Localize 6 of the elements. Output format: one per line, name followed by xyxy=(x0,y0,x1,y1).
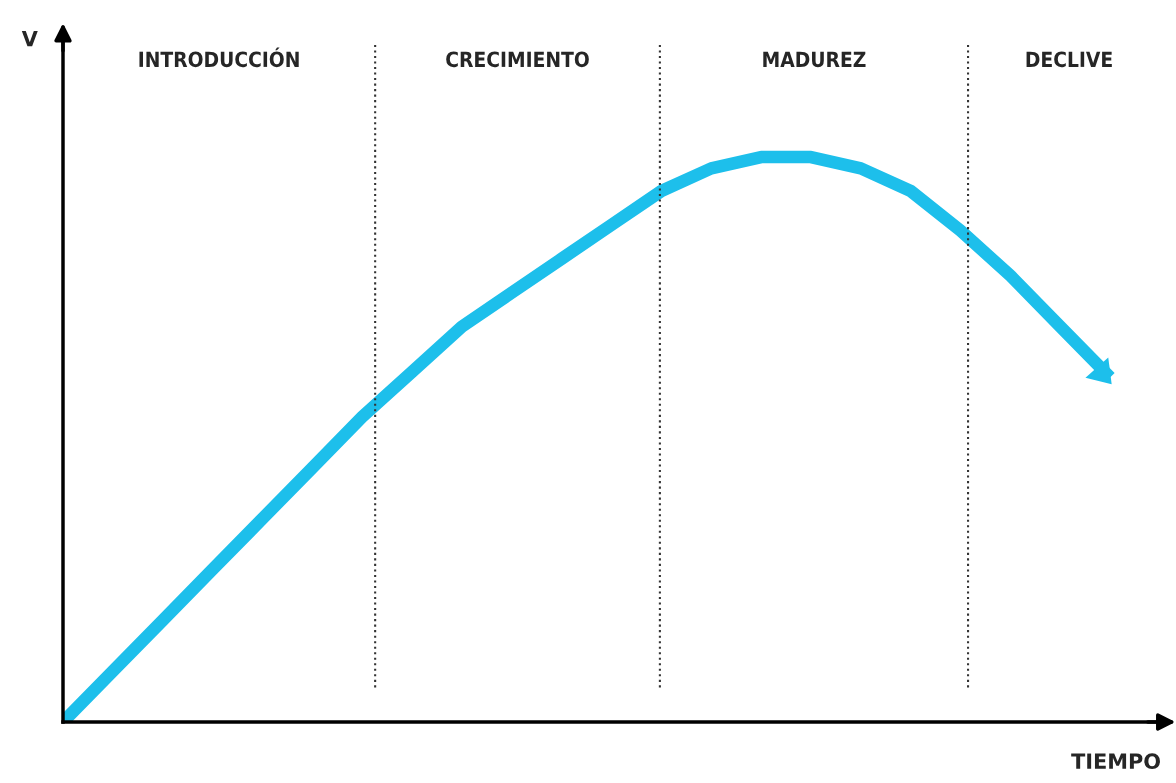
text: INTRODUCCIÓN xyxy=(139,47,299,68)
text: MADUREZ xyxy=(763,51,866,68)
text: V xyxy=(21,30,38,47)
x-axis-title: TIEMPO xyxy=(1071,753,1160,770)
text: CRECIMIENTO xyxy=(446,51,589,68)
text: DECLIVE xyxy=(1026,51,1112,68)
